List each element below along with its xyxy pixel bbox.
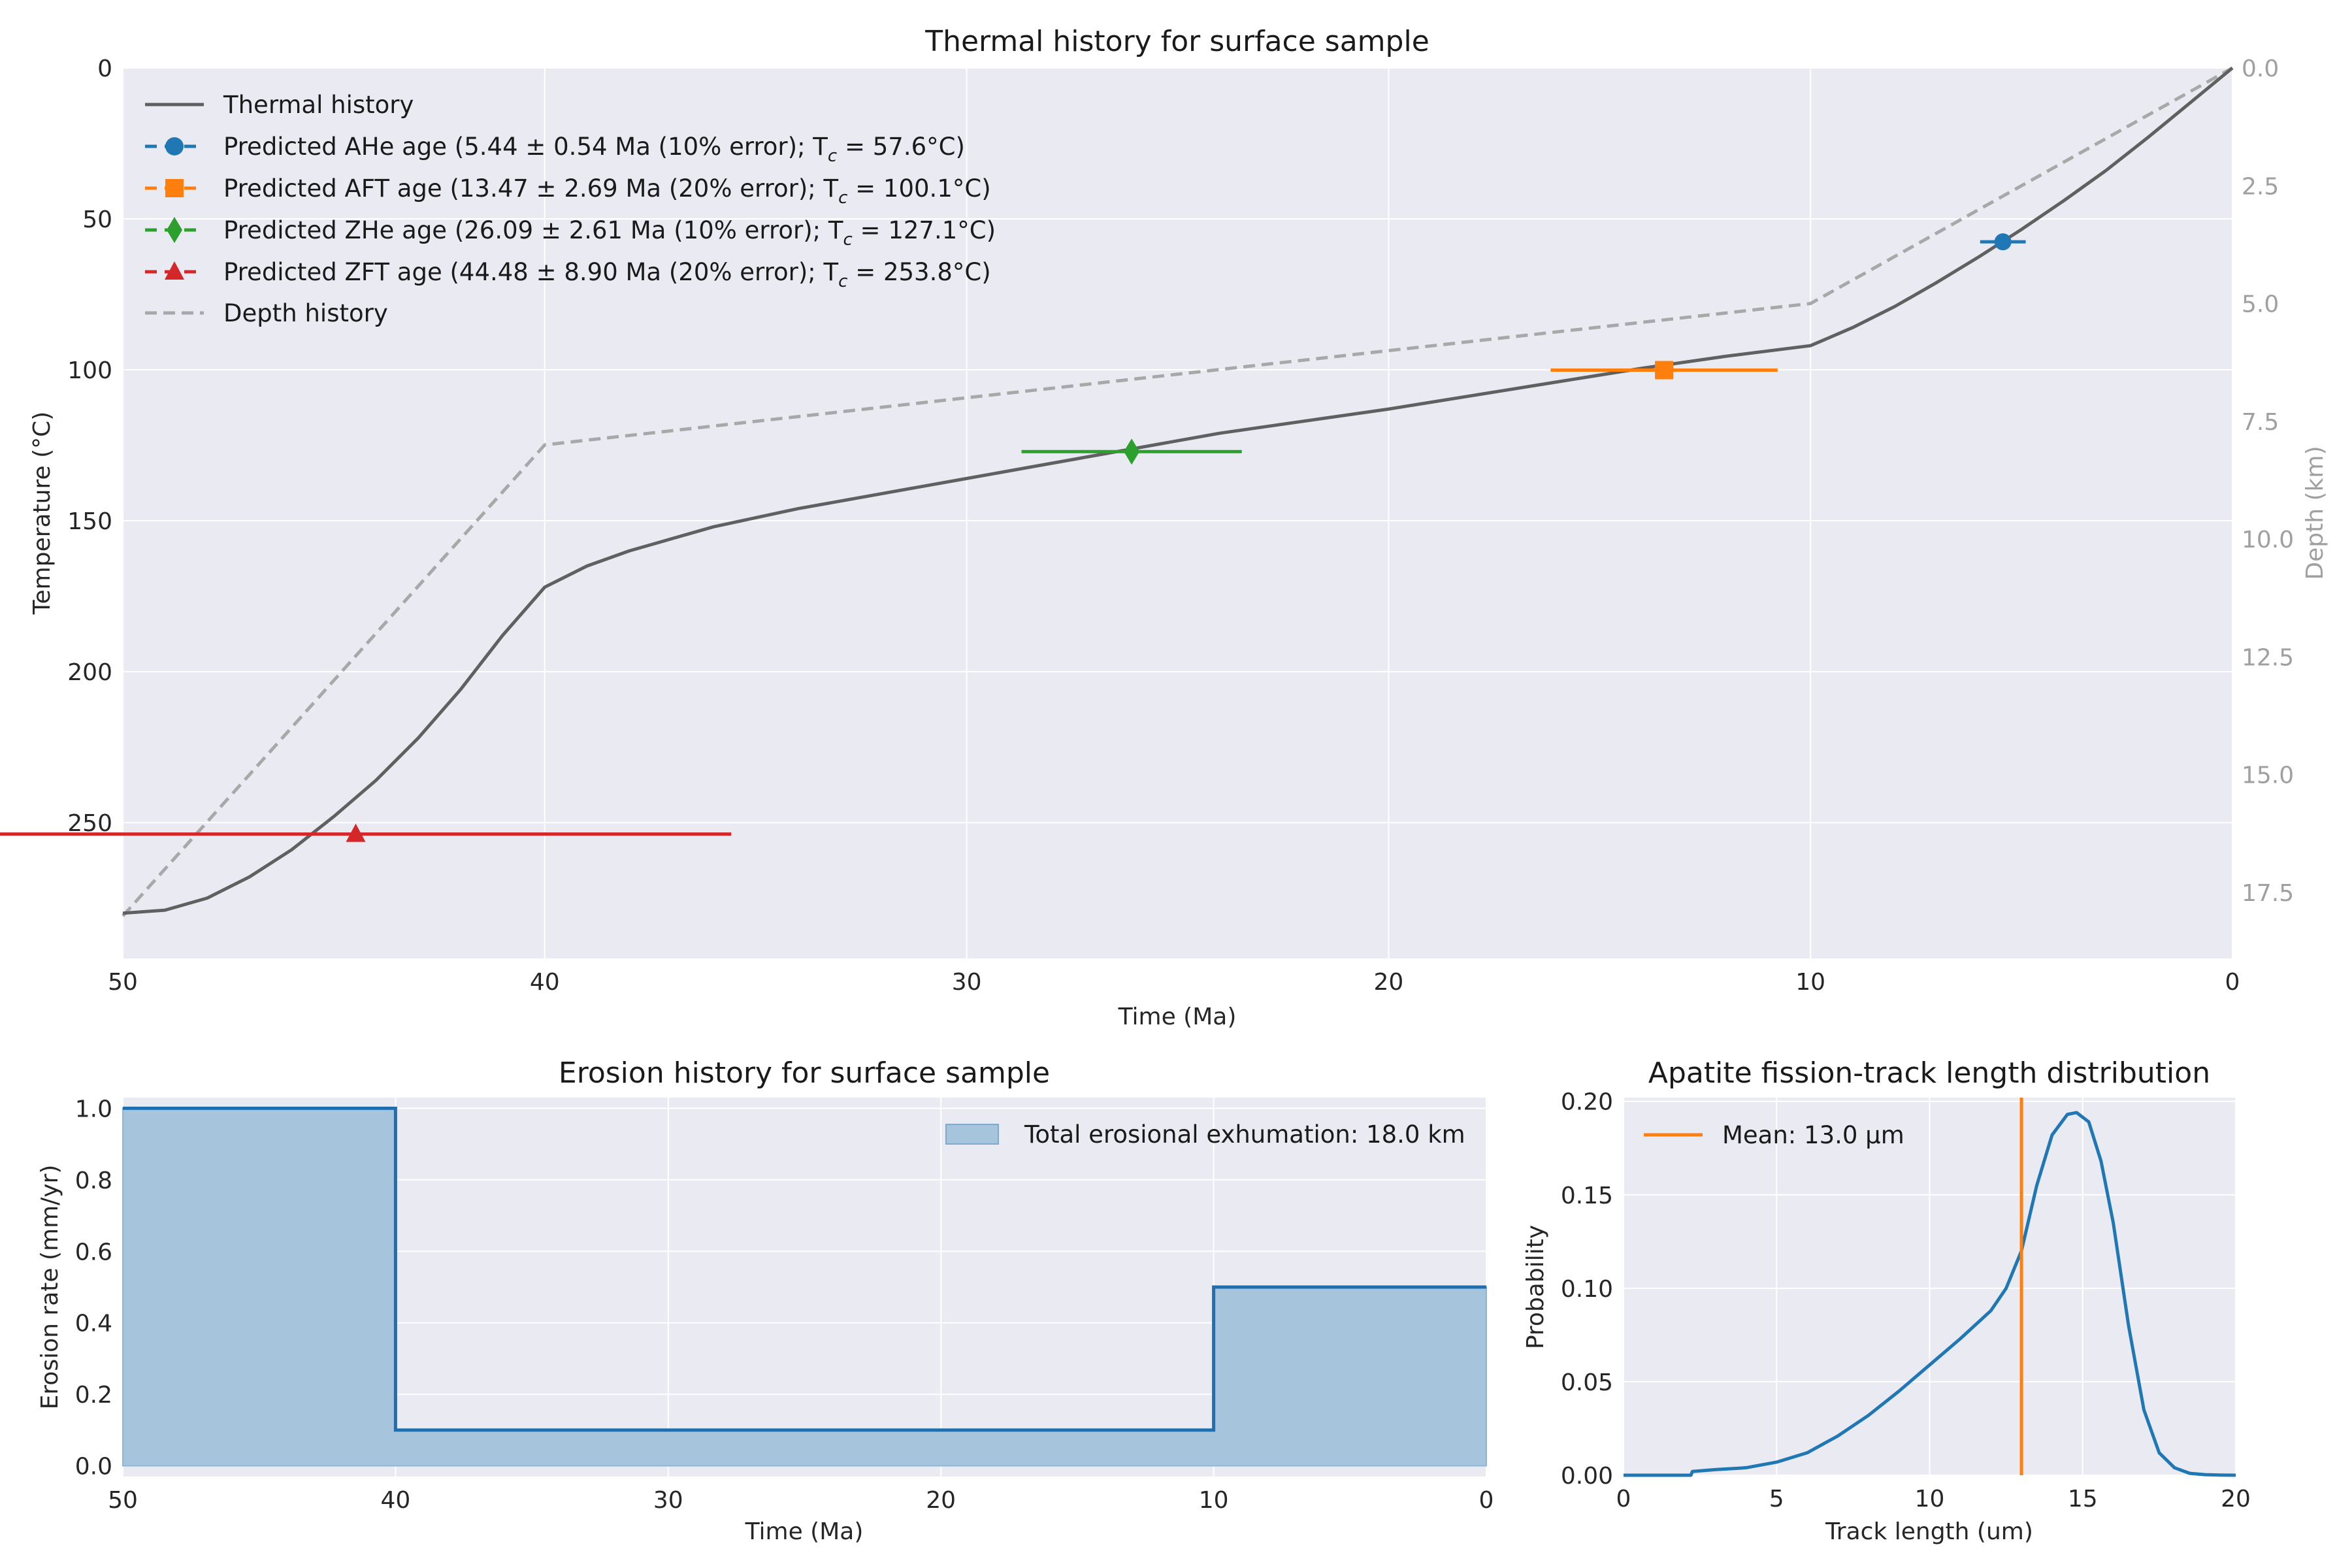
thermal-x-tick: 20 — [1373, 969, 1403, 996]
length-marks — [1624, 1098, 2236, 1477]
length-grid — [1623, 1098, 2236, 1476]
thermal-y2-tick: 10.0 — [2242, 527, 2294, 553]
thermal-title: Thermal history for surface sample — [924, 25, 1429, 58]
thermal-x-tick: 30 — [952, 969, 982, 996]
erosion-x-tick: 30 — [653, 1487, 683, 1514]
legend-ahe-label: Predicted AHe age (5.44 ± 0.54 Ma (10% e… — [223, 133, 965, 166]
length-distribution-line — [1624, 1111, 2236, 1477]
length-y-tick: 0.05 — [1561, 1369, 1613, 1396]
thermal-y-tick: 200 — [67, 659, 112, 686]
erosion-x-tick: 0 — [1479, 1487, 1494, 1514]
legend-exhumation-swatch — [945, 1124, 999, 1145]
thermal-y2-tick: 17.5 — [2242, 880, 2294, 907]
erosion-x-tick: 40 — [380, 1487, 410, 1514]
legend-ahe-swatch — [145, 137, 204, 155]
thermal-x-tick: 50 — [108, 969, 138, 996]
thermal-legend: Thermal history Predicted AHe age (5.44 … — [145, 91, 996, 327]
erosion-y-tick: 1.0 — [75, 1096, 112, 1122]
erosion-rate-line — [123, 1106, 1486, 1432]
thermal-marks — [0, 66, 2234, 917]
legend-zhe-label: Predicted ZHe age (26.09 ± 2.61 Ma (10% … — [223, 216, 996, 250]
thermal-panel: Thermal history for surface sample Time … — [0, 25, 2328, 1030]
thermal-x-tick: 10 — [1795, 969, 1825, 996]
length-x-tick: 10 — [1915, 1486, 1945, 1512]
zft-marker — [346, 823, 366, 842]
legend-zft-label: Predicted ZFT age (44.48 ± 8.90 Ma (20% … — [223, 258, 991, 291]
thermal-y2-tick: 7.5 — [2242, 409, 2279, 436]
length-y-tick: 0.20 — [1561, 1089, 1613, 1116]
length-y-tick: 0.00 — [1561, 1463, 1613, 1490]
thermal-y2-tick: 12.5 — [2242, 644, 2294, 671]
thermal-x-tick: 40 — [530, 969, 560, 996]
length-panel: Apatite fission-track length distributio… — [1522, 1056, 2251, 1545]
legend-depth-label: Depth history — [223, 299, 388, 327]
erosion-x-tick: 50 — [108, 1487, 138, 1514]
erosion-y-tick: 0.4 — [75, 1311, 112, 1337]
erosion-y-tick: 0.8 — [75, 1168, 112, 1194]
legend-zhe-swatch — [145, 217, 204, 243]
erosion-ticks: 50 40 30 20 10 0 0.0 0.2 0.4 0.6 0.8 1.0 — [75, 1096, 1494, 1514]
erosion-y-label: Erosion rate (mm/yr) — [37, 1165, 63, 1410]
length-x-tick: 20 — [2221, 1486, 2251, 1512]
length-legend: Mean: 13.0 μm — [1644, 1121, 1904, 1149]
legend-exhumation-label: Total erosional exhumation: 18.0 km — [1024, 1120, 1465, 1149]
length-y-tick: 0.15 — [1561, 1183, 1613, 1209]
thermal-y-label: Temperature (°C) — [29, 412, 56, 615]
thermal-plot-bg — [123, 68, 2232, 958]
erosion-x-tick: 10 — [1199, 1487, 1229, 1514]
ahe-marker — [1994, 233, 2012, 251]
erosion-marks — [122, 1106, 1487, 1467]
legend-aft-swatch — [145, 179, 204, 197]
thermal-history-line — [122, 67, 2234, 915]
erosion-y-tick: 0.0 — [75, 1454, 112, 1480]
erosion-x-tick: 20 — [926, 1487, 956, 1514]
erosion-legend: Total erosional exhumation: 18.0 km — [945, 1120, 1465, 1149]
zhe-marker — [1124, 438, 1140, 465]
erosion-x-label: Time (Ma) — [745, 1518, 864, 1545]
depth-history-line — [122, 66, 2234, 917]
thermal-ticks: 50 40 30 20 10 00501001502002500.02.55.07.510… — [67, 56, 2294, 996]
legend-thermal-label: Thermal history — [223, 91, 414, 119]
thermal-y-tick: 50 — [82, 206, 112, 233]
thermal-y-tick: 150 — [67, 508, 112, 535]
legend-zft-swatch — [145, 261, 204, 280]
thermal-y2-label: Depth (km) — [2302, 446, 2328, 580]
length-y-label: Probability — [1522, 1225, 1549, 1349]
length-title: Apatite fission-track length distributio… — [1648, 1056, 2210, 1090]
thermal-x-tick: 0 — [2225, 969, 2240, 996]
erosion-panel: Erosion history for surface sample Time … — [37, 1056, 1494, 1545]
thermal-y2-tick: 5.0 — [2242, 291, 2279, 318]
length-x-tick: 0 — [1616, 1486, 1631, 1512]
length-x-tick: 15 — [2068, 1486, 2098, 1512]
length-ticks: 0 5 10 15 20 0.00 0.05 0.10 0.15 0.20 — [1561, 1089, 2251, 1512]
thermal-y2-tick: 2.5 — [2242, 173, 2279, 200]
thermal-y2-tick: 15.0 — [2242, 762, 2294, 789]
erosion-y-tick: 0.6 — [75, 1239, 112, 1266]
legend-aft-label: Predicted AFT age (13.47 ± 2.69 Ma (20% … — [223, 174, 991, 208]
legend-mean-label: Mean: 13.0 μm — [1722, 1121, 1904, 1149]
erosion-title: Erosion history for surface sample — [559, 1056, 1050, 1090]
thermal-y2-tick: 0.0 — [2242, 56, 2279, 82]
length-y-tick: 0.10 — [1561, 1276, 1613, 1303]
aft-marker — [1655, 361, 1674, 380]
erosion-y-tick: 0.2 — [75, 1382, 112, 1409]
length-x-label: Track length (um) — [1825, 1518, 2033, 1545]
thermal-y-tick: 100 — [67, 357, 112, 384]
thermal-x-label: Time (Ma) — [1118, 1004, 1237, 1030]
length-x-tick: 5 — [1769, 1486, 1784, 1512]
thermal-y-tick: 0 — [97, 56, 112, 82]
